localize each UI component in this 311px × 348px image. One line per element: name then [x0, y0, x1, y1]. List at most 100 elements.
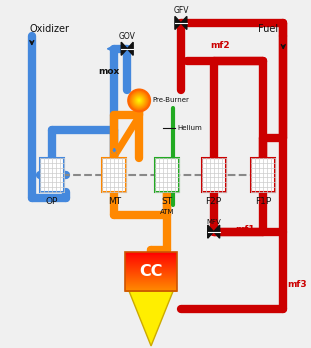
Circle shape — [131, 93, 147, 108]
Bar — [125, 252, 177, 253]
Circle shape — [135, 96, 143, 105]
Text: Oxidizer: Oxidizer — [30, 24, 70, 34]
Text: MFV: MFV — [206, 219, 221, 225]
Circle shape — [133, 94, 146, 107]
Bar — [125, 272, 177, 274]
Bar — [125, 274, 177, 276]
Bar — [125, 264, 177, 266]
Circle shape — [129, 90, 149, 110]
Bar — [125, 254, 177, 256]
Bar — [125, 289, 177, 291]
Circle shape — [134, 96, 144, 105]
Bar — [125, 252, 177, 291]
Bar — [125, 262, 177, 264]
Bar — [125, 279, 177, 280]
Bar — [125, 275, 177, 277]
Bar — [202, 158, 225, 192]
Polygon shape — [129, 291, 173, 346]
Circle shape — [135, 96, 144, 105]
Bar — [125, 291, 177, 292]
Bar — [125, 266, 177, 267]
Text: Pre-Burner: Pre-Burner — [152, 97, 189, 103]
Circle shape — [133, 95, 145, 106]
Bar — [125, 270, 177, 271]
Bar — [125, 271, 177, 272]
Circle shape — [132, 93, 146, 108]
Bar — [125, 253, 177, 255]
Bar — [125, 287, 177, 288]
Polygon shape — [208, 225, 214, 238]
Circle shape — [138, 99, 140, 102]
Bar — [125, 285, 177, 286]
Text: mf1: mf1 — [235, 225, 255, 234]
Circle shape — [131, 92, 148, 109]
Circle shape — [138, 100, 140, 101]
Polygon shape — [175, 16, 181, 30]
Bar — [125, 260, 177, 262]
Text: Helium: Helium — [177, 125, 202, 131]
Circle shape — [128, 89, 150, 111]
Polygon shape — [121, 42, 127, 55]
Polygon shape — [127, 42, 133, 55]
Bar — [155, 158, 179, 192]
Bar — [125, 278, 177, 279]
Bar — [40, 158, 64, 192]
Text: OP: OP — [45, 197, 58, 206]
Circle shape — [137, 98, 141, 102]
Bar — [125, 255, 177, 257]
Bar — [125, 288, 177, 290]
Text: mf2: mf2 — [211, 41, 230, 50]
Bar — [125, 253, 177, 254]
Circle shape — [137, 98, 142, 103]
Bar — [125, 284, 177, 285]
Text: F2P: F2P — [206, 197, 222, 206]
Text: mox: mox — [99, 67, 120, 76]
Bar — [125, 263, 177, 264]
Bar — [125, 267, 177, 268]
Bar — [125, 290, 177, 292]
Circle shape — [130, 91, 149, 110]
Bar — [125, 269, 177, 271]
Circle shape — [129, 90, 149, 111]
Text: Fuel: Fuel — [258, 24, 278, 34]
Circle shape — [131, 92, 147, 109]
Circle shape — [139, 100, 140, 101]
Circle shape — [138, 99, 141, 102]
Bar — [125, 281, 177, 283]
Text: mf3: mf3 — [287, 280, 307, 289]
Text: GOV: GOV — [119, 32, 136, 41]
Bar — [125, 282, 177, 284]
Text: MT: MT — [108, 197, 121, 206]
Circle shape — [137, 98, 142, 103]
Circle shape — [135, 97, 143, 104]
Text: ATM: ATM — [160, 209, 174, 215]
Polygon shape — [214, 225, 220, 238]
Bar — [125, 268, 177, 270]
Bar — [125, 280, 177, 282]
Circle shape — [136, 97, 142, 103]
Bar — [125, 259, 177, 260]
Bar — [125, 276, 177, 278]
Bar — [125, 283, 177, 285]
Polygon shape — [181, 16, 187, 30]
Bar — [125, 258, 177, 259]
Circle shape — [132, 93, 147, 108]
Circle shape — [130, 92, 148, 110]
Circle shape — [128, 90, 150, 111]
Text: CC: CC — [139, 264, 163, 279]
Circle shape — [133, 94, 145, 106]
Circle shape — [134, 95, 144, 106]
Bar — [102, 158, 126, 192]
Bar — [125, 267, 177, 269]
Text: GFV: GFV — [173, 6, 189, 15]
Circle shape — [136, 97, 142, 104]
Bar — [125, 286, 177, 287]
Text: ST: ST — [161, 197, 173, 206]
Bar — [252, 158, 275, 192]
Bar — [125, 261, 177, 263]
Bar — [125, 277, 177, 278]
Text: F1P: F1P — [255, 197, 272, 206]
Bar — [125, 256, 177, 258]
Bar — [125, 260, 177, 261]
Circle shape — [132, 94, 146, 107]
